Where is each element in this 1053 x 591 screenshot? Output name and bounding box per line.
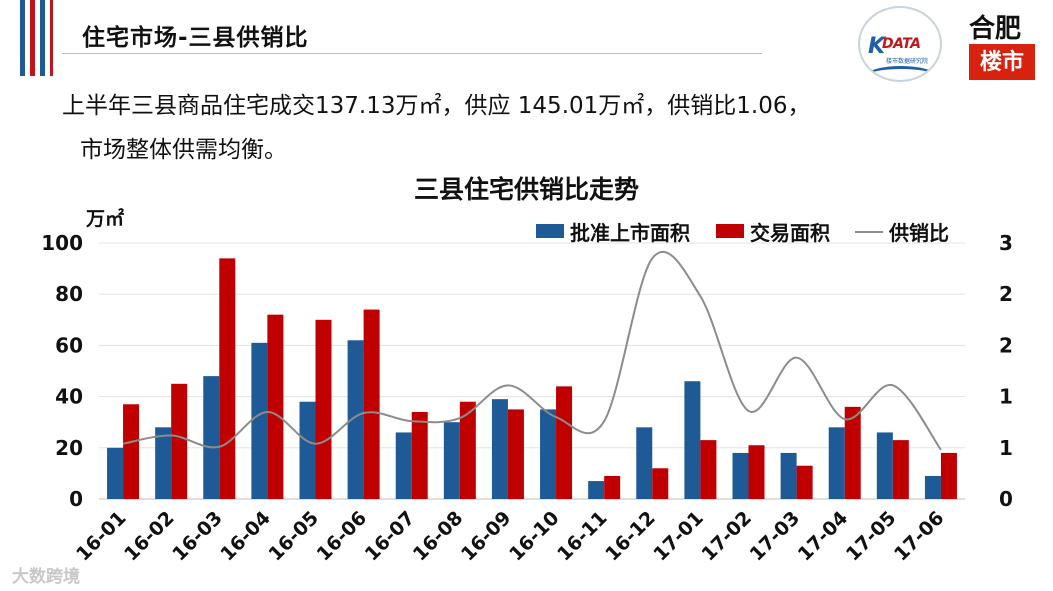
x-tick-label: 17-05 — [842, 507, 901, 566]
y2-tick-label: 3 — [999, 231, 1013, 255]
x-tick-label: 16-08 — [409, 507, 468, 566]
x-tick-label: 16-10 — [505, 507, 564, 566]
x-tick-label: 16-06 — [313, 507, 372, 566]
x-tick-label: 16-05 — [265, 507, 324, 566]
x-tick-label: 17-06 — [890, 507, 949, 566]
kdata-logo-subtitle: 楼市数据研究院 — [886, 58, 929, 65]
intro-text: 上半年三县商品住宅成交137.13万㎡，供应 145.01万㎡，供销比1.06，… — [62, 84, 1022, 172]
y-tick-label: 40 — [55, 385, 83, 409]
hefei-loushi-logo: 合肥 楼市 — [957, 6, 1047, 84]
intro-line-1: 上半年三县商品住宅成交137.13万㎡，供应 145.01万㎡，供销比1.06， — [62, 93, 811, 119]
supply-bar — [491, 399, 508, 499]
deal-bar — [652, 468, 669, 499]
y2-tick-label: 2 — [999, 333, 1013, 357]
deal-bar — [892, 440, 909, 499]
kdata-logo-text: DATA — [882, 36, 921, 52]
page-title: 住宅市场-三县供销比 — [82, 25, 309, 51]
y-tick-label: 0 — [69, 487, 83, 511]
x-tick-label: 17-02 — [698, 507, 757, 566]
x-tick-label: 16-01 — [72, 507, 131, 566]
ratio-line — [122, 250, 942, 451]
supply-bar — [443, 422, 460, 499]
legend-label: 供销比 — [888, 221, 949, 245]
x-tick-label: 16-04 — [216, 507, 275, 566]
bars — [107, 258, 957, 499]
supply-bar — [540, 409, 557, 499]
supply-bar — [780, 452, 797, 499]
header-accent-bar — [40, 0, 45, 76]
legend-label: 批准上市面积 — [570, 221, 690, 245]
supply-bar — [251, 342, 268, 499]
deal-bar — [700, 440, 717, 499]
x-tick-label: 17-01 — [649, 507, 708, 566]
y-tick-label: 60 — [55, 333, 83, 357]
y2-tick-label: 1 — [999, 385, 1013, 409]
x-tick-label: 16-09 — [457, 507, 516, 566]
supply-bar — [684, 381, 701, 499]
deal-bar — [556, 386, 573, 499]
supply-bar — [155, 427, 172, 499]
y2-tick-label: 1 — [999, 436, 1013, 460]
deal-bar — [267, 314, 284, 499]
intro-line-2: 市场整体供需均衡。 — [80, 137, 287, 163]
y-tick-label: 20 — [55, 436, 83, 460]
supply-bar — [395, 432, 412, 499]
y2-tick-label: 0 — [999, 487, 1013, 511]
header-accent-bar — [30, 0, 35, 76]
deal-bar — [315, 319, 332, 499]
ratio-line-path — [122, 250, 942, 451]
watermark-text: 大数跨境 — [12, 567, 80, 587]
deal-bar — [411, 411, 428, 499]
legend-swatch — [536, 224, 564, 238]
supply-bar — [636, 427, 653, 499]
y-axis-unit-label: 万㎡ — [86, 208, 125, 230]
legend-label: 交易面积 — [750, 221, 830, 245]
header-divider — [62, 53, 762, 54]
x-tick-label: 16-02 — [120, 507, 179, 566]
x-tick-label: 16-11 — [553, 507, 612, 566]
swoosh-icon — [864, 66, 938, 80]
hefei-logo-line1: 合肥 — [969, 14, 1022, 44]
x-tick-label: 16-03 — [168, 507, 227, 566]
supply-bar — [828, 427, 845, 499]
deal-bar — [363, 309, 380, 499]
kdata-logo: K DATA 楼市数据研究院 — [858, 6, 942, 82]
chart-title: 三县住宅供销比走势 — [413, 175, 639, 204]
x-tick-label: 16-07 — [361, 507, 420, 566]
supply-bar — [924, 475, 941, 499]
supply-bar — [203, 376, 220, 499]
deal-bar — [844, 406, 861, 499]
supply-bar — [588, 481, 605, 499]
x-tick-label: 16-12 — [601, 507, 660, 566]
deal-bar — [171, 383, 188, 499]
supply-bar — [732, 452, 749, 499]
deal-bar — [123, 404, 140, 499]
supply-bar — [107, 447, 124, 499]
legend-swatch — [716, 224, 744, 238]
deal-bar — [796, 465, 813, 499]
gridlines — [99, 242, 965, 500]
supply-bar — [347, 340, 364, 499]
header-accent-bar — [50, 0, 53, 76]
deal-bar — [459, 401, 476, 499]
hefei-logo-line2: 楼市 — [969, 44, 1035, 80]
supply-bar — [876, 432, 893, 499]
legend: 批准上市面积 交易面积 供销比 — [536, 221, 949, 245]
deal-bar — [219, 258, 236, 499]
deal-bar — [507, 409, 524, 499]
y-tick-label: 100 — [41, 231, 83, 255]
header-accent-bar — [20, 0, 25, 76]
deal-bar — [604, 475, 621, 499]
deal-bar — [940, 452, 957, 499]
y-tick-label: 80 — [55, 282, 83, 306]
y2-tick-label: 2 — [999, 282, 1013, 306]
supply-bar — [299, 401, 316, 499]
deal-bar — [748, 445, 765, 499]
x-tick-label: 17-03 — [746, 507, 805, 566]
x-tick-label: 17-04 — [794, 507, 853, 566]
k-mark-icon: K — [868, 34, 886, 59]
